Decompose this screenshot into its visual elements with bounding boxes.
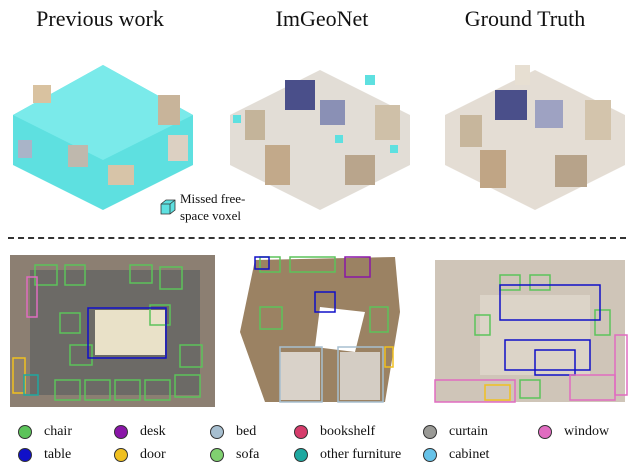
legend-label: bookshelf <box>320 424 376 439</box>
title-ground-truth: Ground Truth <box>464 6 586 31</box>
curtain-swatch <box>423 425 437 439</box>
desk-swatch <box>114 425 128 439</box>
legend-item-door: door <box>114 447 166 463</box>
other-furniture-swatch <box>294 448 308 462</box>
legend-label: door <box>140 447 166 462</box>
legend-label: cabinet <box>449 447 490 462</box>
legend-label: desk <box>140 424 166 439</box>
title-imgeonet: ImGeoNet <box>275 6 369 31</box>
free-space-note: Missed free- space voxel <box>180 190 245 224</box>
legend-item-curtain: curtain <box>423 424 488 440</box>
legend-item-bookshelf: bookshelf <box>294 424 375 440</box>
scene-ground-truth <box>434 260 628 403</box>
sofa-swatch <box>210 448 224 462</box>
window-swatch <box>538 425 552 439</box>
legend-item-desk: desk <box>114 424 166 440</box>
door-swatch <box>114 448 128 462</box>
scene-imgeonet <box>240 256 400 403</box>
dashed-divider <box>8 237 626 239</box>
legend-label: bed <box>236 424 257 439</box>
legend-label: curtain <box>449 424 488 439</box>
voxel-ground-truth <box>445 65 625 210</box>
legend-label: chair <box>44 424 72 439</box>
bookshelf-swatch <box>294 425 308 439</box>
legend-label: table <box>44 447 72 462</box>
chair-swatch <box>18 425 32 439</box>
note-line-2: space voxel <box>180 208 242 223</box>
legend-label: window <box>564 424 610 439</box>
free-space-voxel-icon <box>160 199 176 215</box>
bed-swatch <box>210 425 224 439</box>
table-swatch <box>18 448 32 462</box>
note-line-1: Missed free- <box>180 191 246 206</box>
legend-item-sofa: sofa <box>210 447 259 463</box>
cabinet-swatch <box>423 448 437 462</box>
voxel-previous-work <box>13 65 193 210</box>
legend-item-cabinet: cabinet <box>423 447 489 463</box>
legend-item-other-furniture: other furniture <box>294 447 401 463</box>
legend-item-table: table <box>18 447 71 463</box>
scene-previous-work <box>10 255 215 407</box>
voxel-imgeonet <box>230 70 410 210</box>
legend-item-window: window <box>538 424 609 440</box>
title-previous-work: Previous work <box>36 6 164 31</box>
legend-label: sofa <box>236 447 260 462</box>
legend-item-chair: chair <box>18 424 72 440</box>
legend-label: other furniture <box>320 447 402 462</box>
legend-item-bed: bed <box>210 424 256 440</box>
